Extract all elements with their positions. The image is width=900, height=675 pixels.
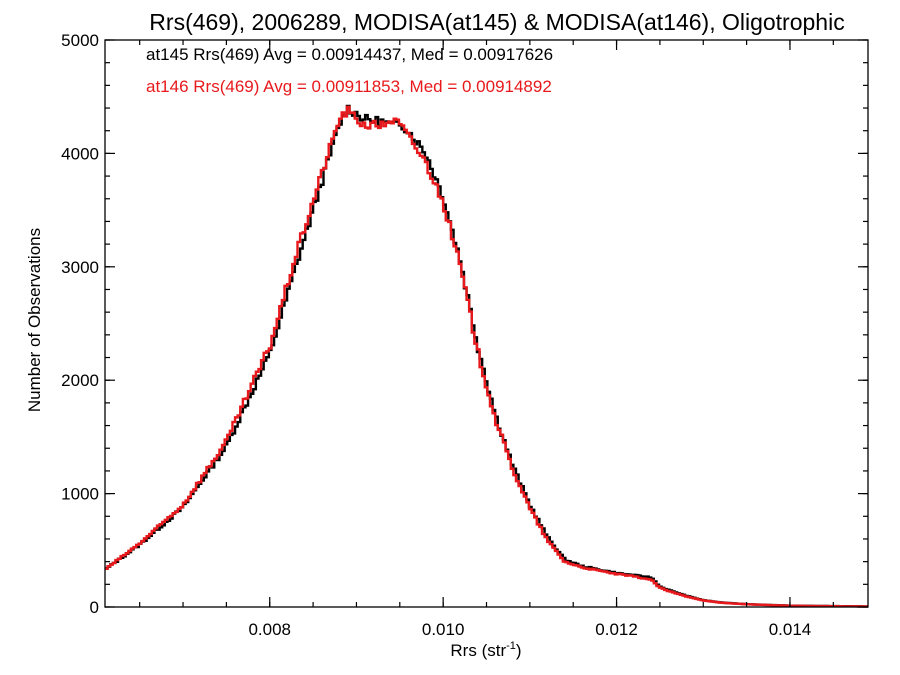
y-tick-label: 1000 — [61, 485, 99, 504]
y-tick-label: 0 — [90, 598, 99, 617]
chart-title: Rrs(469), 2006289, MODISA(at145) & MODIS… — [149, 9, 844, 35]
x-tick-label: 0.010 — [422, 620, 465, 639]
x-tick-label: 0.012 — [595, 620, 638, 639]
tick-labels: 0.008 0.010 0.012 0.014 0 1000 2000 3000 4000 500… — [61, 31, 811, 639]
at146-stats-label: at146 Rrs(469) Avg = 0.00911853, Med = 0… — [146, 77, 552, 96]
y-tick-label: 5000 — [61, 31, 99, 50]
y-tick-label: 2000 — [61, 371, 99, 390]
x-axis-label: Rrs (str-1) — [450, 640, 521, 660]
at145-stats-label: at145 Rrs(469) Avg = 0.00914437, Med = 0… — [146, 45, 553, 64]
y-axis-label: Number of Observations — [25, 228, 44, 412]
series-at145-line — [105, 104, 869, 608]
x-tick-label: 0.008 — [248, 620, 291, 639]
axis-ticks — [105, 39, 868, 608]
y-tick-label: 4000 — [61, 144, 99, 163]
plot-frame — [104, 39, 869, 608]
y-tick-label: 3000 — [61, 258, 99, 277]
series-layer — [105, 104, 869, 608]
x-tick-label: 0.014 — [769, 620, 812, 639]
series-at146-line — [105, 105, 869, 608]
